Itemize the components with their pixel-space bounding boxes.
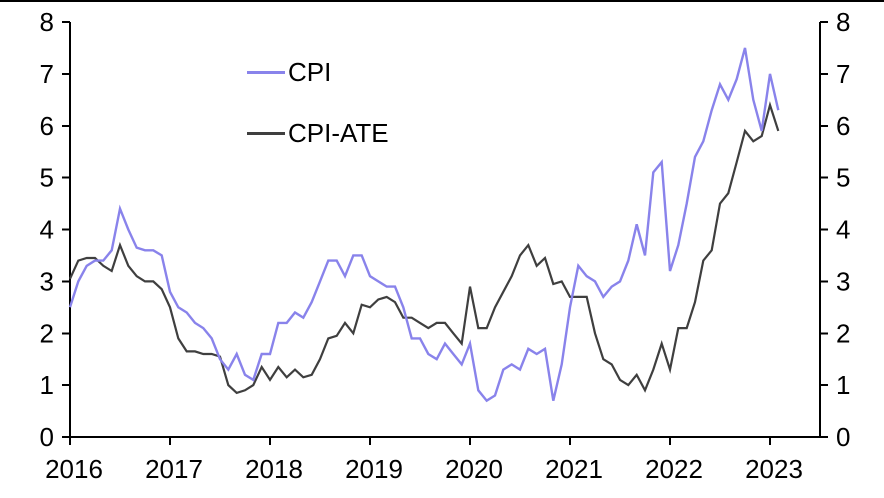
cpi-ate-legend-label: CPI-ATE bbox=[288, 118, 389, 148]
cpi-line bbox=[68, 47, 780, 403]
window-top-border bbox=[0, 0, 884, 2]
y-axis-tick-label-right: 3 bbox=[836, 266, 850, 296]
y-axis-tick-label-left: 4 bbox=[40, 215, 54, 245]
x-axis-year-label: 2017 bbox=[145, 454, 203, 484]
y-axis-tick-label-left: 3 bbox=[40, 266, 54, 296]
y-axis-tick-label-left: 6 bbox=[40, 111, 54, 141]
cpi-legend-label: CPI bbox=[288, 57, 332, 87]
y-axis-tick-label-left: 2 bbox=[40, 318, 54, 348]
cpi-line-swatch bbox=[247, 70, 285, 74]
x-axis-year-label: 2021 bbox=[545, 454, 603, 484]
x-axis-year-label: 2023 bbox=[745, 454, 803, 484]
cpi-ate-line bbox=[68, 101, 780, 395]
y-axis-tick-label-left: 7 bbox=[40, 59, 54, 89]
legend-item-cpi-ate: CPI-ATE bbox=[247, 117, 389, 149]
y-axis-tick-label-right: 7 bbox=[836, 59, 850, 89]
x-axis-year-label: 2019 bbox=[345, 454, 403, 484]
y-axis-tick-label-right: 1 bbox=[836, 370, 850, 400]
x-axis-year-label: 2016 bbox=[45, 454, 103, 484]
y-axis-tick-label-right: 5 bbox=[836, 163, 850, 193]
chart-legend: CPI CPI-ATE bbox=[247, 56, 389, 149]
x-axis-year-label: 2020 bbox=[445, 454, 503, 484]
y-axis-tick-label-left: 5 bbox=[40, 163, 54, 193]
legend-item-cpi: CPI bbox=[247, 56, 389, 88]
x-axis-year-label: 2022 bbox=[645, 454, 703, 484]
x-axis-year-label: 2018 bbox=[245, 454, 303, 484]
y-axis-tick-label-right: 6 bbox=[836, 111, 850, 141]
y-axis-tick-label-left: 0 bbox=[40, 422, 54, 452]
y-axis-tick-label-left: 8 bbox=[40, 7, 54, 37]
cpi-ate-line-swatch bbox=[247, 131, 285, 135]
y-axis-tick-label-right: 8 bbox=[836, 7, 850, 37]
y-axis-tick-label-right: 2 bbox=[836, 318, 850, 348]
y-axis-tick-label-right: 0 bbox=[836, 422, 850, 452]
y-axis-tick-label-left: 1 bbox=[40, 370, 54, 400]
y-axis-tick-label-right: 4 bbox=[836, 215, 850, 245]
